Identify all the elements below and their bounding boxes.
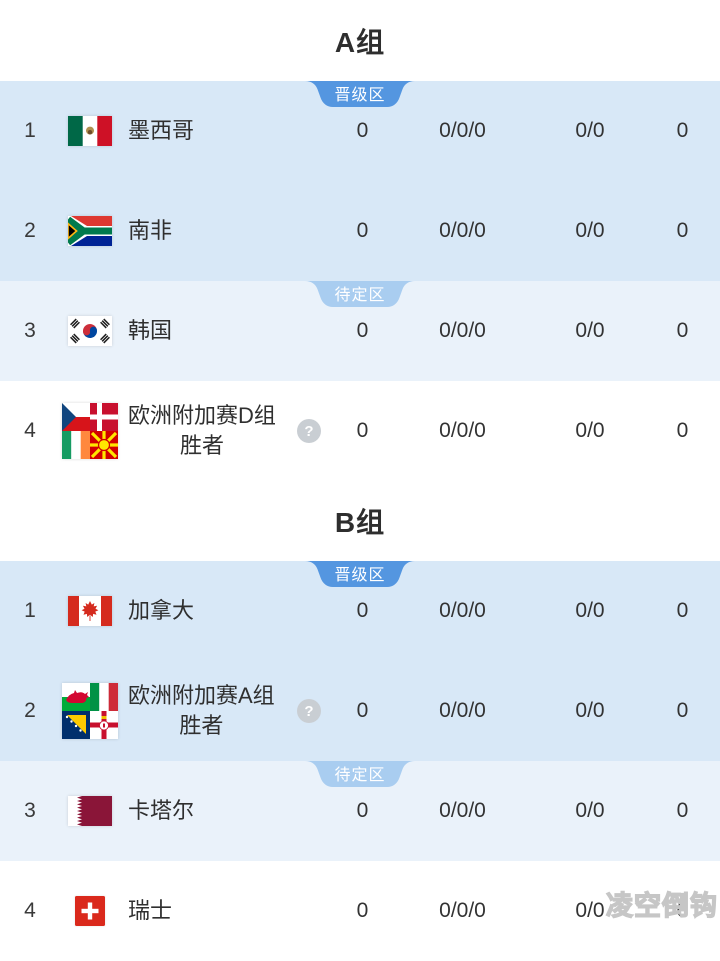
team-name: 墨西哥 (128, 118, 195, 143)
goals-value: 0/0 (575, 899, 605, 922)
win-draw-loss-value: 0/0/0 (439, 219, 486, 242)
canada-flag-icon (60, 596, 120, 626)
team-row[interactable]: 2 南非 0 0/0/0 0/0 0 (0, 181, 720, 281)
help-slot: ? (295, 699, 335, 723)
score-value: 0 (356, 799, 369, 822)
team-row[interactable]: 3 卡塔尔 0 0/0/0 0/0 0 (0, 761, 720, 861)
points-value: 0 (676, 799, 689, 822)
south-africa-flag-icon (60, 216, 120, 246)
group-b-bottom-zone: 4 瑞士 0 0/0/0 0/0 0 (0, 861, 720, 961)
points-value: 0 (676, 699, 689, 722)
score-value: 0 (356, 599, 369, 622)
team-row[interactable]: 4 瑞士 0 0/0/0 0/0 0 (0, 861, 720, 961)
rank-number: 4 (24, 899, 36, 922)
team-name: 加拿大 (128, 598, 195, 623)
team-row[interactable]: 3 韩国 0 0/0/0 0/0 0 (0, 281, 720, 381)
europe-playoff-d-flags-icon (60, 403, 120, 459)
win-draw-loss-value: 0/0/0 (439, 599, 486, 622)
group-a-bottom-zone: 4 欧洲附加赛D组 胜者 ? 0 0/0/ (0, 381, 720, 481)
group-b-promoted-zone: 晋级区 1 加拿大 0 0/0/0 0/0 0 2 (0, 561, 720, 761)
team-row[interactable]: 1 墨西哥 0 0/0/0 0/0 0 (0, 81, 720, 181)
team-name: 韩国 (128, 318, 173, 343)
win-draw-loss-value: 0/0/0 (439, 799, 486, 822)
rank-number: 1 (24, 119, 36, 142)
help-icon[interactable]: ? (297, 699, 321, 723)
group-a-title: A组 (334, 26, 386, 58)
qatar-flag-icon (60, 796, 120, 826)
rank-number: 3 (24, 799, 36, 822)
score-value: 0 (356, 219, 369, 242)
goals-value: 0/0 (575, 219, 605, 242)
group-b-title: B组 (334, 507, 386, 538)
score-value: 0 (356, 419, 369, 442)
group-a-promoted-zone: 晋级区 1 墨西哥 0 0/0/0 0/0 0 2 (0, 81, 720, 281)
points-value: 0 (676, 599, 689, 622)
goals-value: 0/0 (575, 799, 605, 822)
mexico-flag-icon (60, 116, 120, 146)
team-name: 卡塔尔 (128, 798, 195, 823)
points-value: 0 (676, 419, 689, 442)
team-name: 南非 (128, 218, 173, 243)
team-row[interactable]: 1 加拿大 0 0/0/0 0/0 0 (0, 561, 720, 661)
team-name: 瑞士 (128, 898, 173, 923)
points-value: 0 (676, 119, 689, 142)
team-row[interactable]: 4 欧洲附加赛D组 胜者 ? 0 0/0/ (0, 381, 720, 481)
rank-number: 1 (24, 599, 36, 622)
goals-value: 0/0 (575, 319, 605, 342)
points-value: 0 (676, 219, 689, 242)
win-draw-loss-value: 0/0/0 (439, 319, 486, 342)
score-value: 0 (356, 119, 369, 142)
south-korea-flag-icon (60, 316, 120, 346)
rank-number: 4 (24, 419, 36, 442)
score-value: 0 (356, 899, 369, 922)
goals-value: 0/0 (575, 119, 605, 142)
score-value: 0 (356, 319, 369, 342)
points-value: 0 (676, 899, 689, 922)
win-draw-loss-value: 0/0/0 (439, 899, 486, 922)
points-value: 0 (676, 319, 689, 342)
rank-number: 3 (24, 319, 36, 342)
team-row[interactable]: 2 (0, 661, 720, 761)
group-b-pending-zone: 待定区 3 卡塔尔 0 0/0/0 0/0 0 (0, 761, 720, 861)
win-draw-loss-value: 0/0/0 (439, 419, 486, 442)
rank-number: 2 (24, 699, 36, 722)
goals-value: 0/0 (575, 599, 605, 622)
group-a-pending-zone: 待定区 3 韩国 0 0/0/ (0, 281, 720, 381)
switzerland-flag-icon (60, 896, 120, 926)
help-slot: ? (295, 419, 335, 443)
win-draw-loss-value: 0/0/0 (439, 119, 486, 142)
team-name: 欧洲附加赛D组 胜者 (128, 403, 276, 458)
score-value: 0 (356, 699, 369, 722)
win-draw-loss-value: 0/0/0 (439, 699, 486, 722)
help-icon[interactable]: ? (297, 419, 321, 443)
team-name: 欧洲附加赛A组 胜者 (128, 683, 275, 738)
europe-playoff-a-flags-icon (60, 683, 120, 739)
goals-value: 0/0 (575, 699, 605, 722)
goals-value: 0/0 (575, 419, 605, 442)
rank-number: 2 (24, 219, 36, 242)
